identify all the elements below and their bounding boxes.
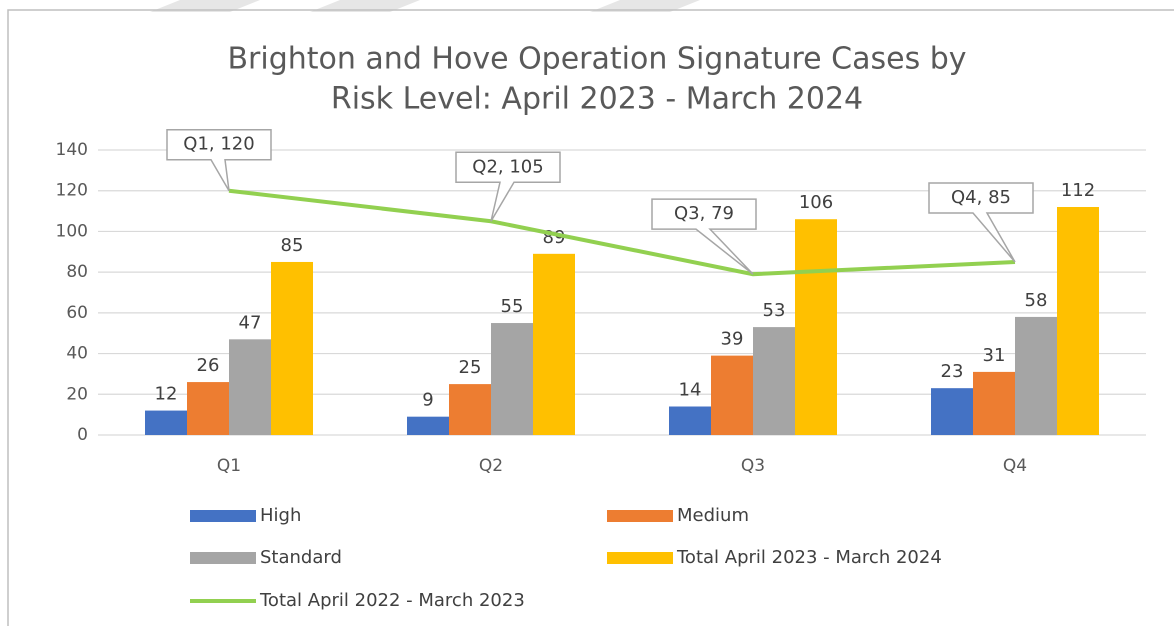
legend-label: High (260, 505, 301, 526)
bar (931, 388, 973, 435)
bar (669, 406, 711, 435)
x-tick-label: Q3 (741, 456, 765, 476)
chart-frame (7, 9, 1174, 626)
x-tick-label: Q2 (479, 456, 503, 476)
line-series (228, 188, 1016, 277)
callout-label: Q3, 79 (674, 203, 734, 224)
bar (449, 384, 491, 435)
callout-label: Q2, 105 (472, 156, 543, 177)
x-tick-label: Q1 (217, 456, 241, 476)
legend-swatch (190, 510, 256, 522)
legend-label: Total April 2023 - March 2024 (676, 547, 942, 568)
data-label: 39 (721, 329, 744, 350)
bar (407, 416, 449, 435)
legend-swatch (607, 510, 673, 522)
bar (491, 323, 533, 435)
callout-box (166, 128, 272, 192)
bar (973, 371, 1015, 435)
y-tick-label: 20 (66, 384, 88, 404)
chart-title: Brighton and Hove Operation Signature Ca… (227, 42, 966, 77)
x-tick-label: Q4 (1003, 456, 1027, 476)
watermark-stripe (150, 0, 260, 12)
data-label: 85 (281, 235, 304, 256)
y-tick-label: 0 (77, 425, 88, 445)
data-label: 23 (941, 361, 964, 382)
bar (1057, 207, 1099, 435)
watermark-stripe (310, 0, 420, 12)
chart-title: Risk Level: April 2023 - March 2024 (331, 82, 863, 117)
bar (1015, 316, 1057, 435)
legend-label: Total April 2022 - March 2023 (259, 590, 525, 611)
data-label: 26 (197, 355, 220, 376)
legend-label: Standard (260, 547, 342, 568)
data-label: 55 (501, 296, 524, 317)
bar (187, 382, 229, 435)
watermark-stripe (590, 0, 700, 12)
y-tick-label: 140 (56, 140, 88, 160)
data-label: 31 (983, 345, 1006, 366)
legend-swatch (607, 552, 673, 564)
y-tick-label: 80 (66, 262, 88, 282)
y-tick-label: 60 (66, 303, 88, 323)
callout-label: Q1, 120 (183, 134, 254, 155)
bar (145, 410, 187, 435)
bar (533, 253, 575, 435)
bar (795, 219, 837, 435)
bar (271, 261, 313, 435)
data-label: 53 (763, 300, 786, 321)
data-label: 25 (459, 357, 482, 378)
callout-box (928, 182, 1034, 263)
y-tick-label: 120 (56, 181, 88, 201)
data-label: 112 (1061, 180, 1095, 201)
legend-swatch (190, 552, 256, 564)
callout-box (455, 151, 561, 222)
legend-label: Medium (677, 505, 749, 526)
data-label: 47 (239, 312, 262, 333)
data-label: 12 (155, 384, 178, 405)
data-label: 14 (679, 380, 702, 401)
callout-label: Q4, 85 (951, 187, 1011, 208)
data-label: 106 (799, 192, 833, 213)
data-label: 58 (1025, 290, 1048, 311)
data-label: 9 (422, 390, 433, 411)
y-tick-label: 100 (56, 221, 88, 241)
bar (753, 327, 795, 435)
y-tick-label: 40 (66, 344, 88, 364)
bar (711, 355, 753, 435)
bar (229, 339, 271, 435)
callout-box (651, 198, 757, 275)
